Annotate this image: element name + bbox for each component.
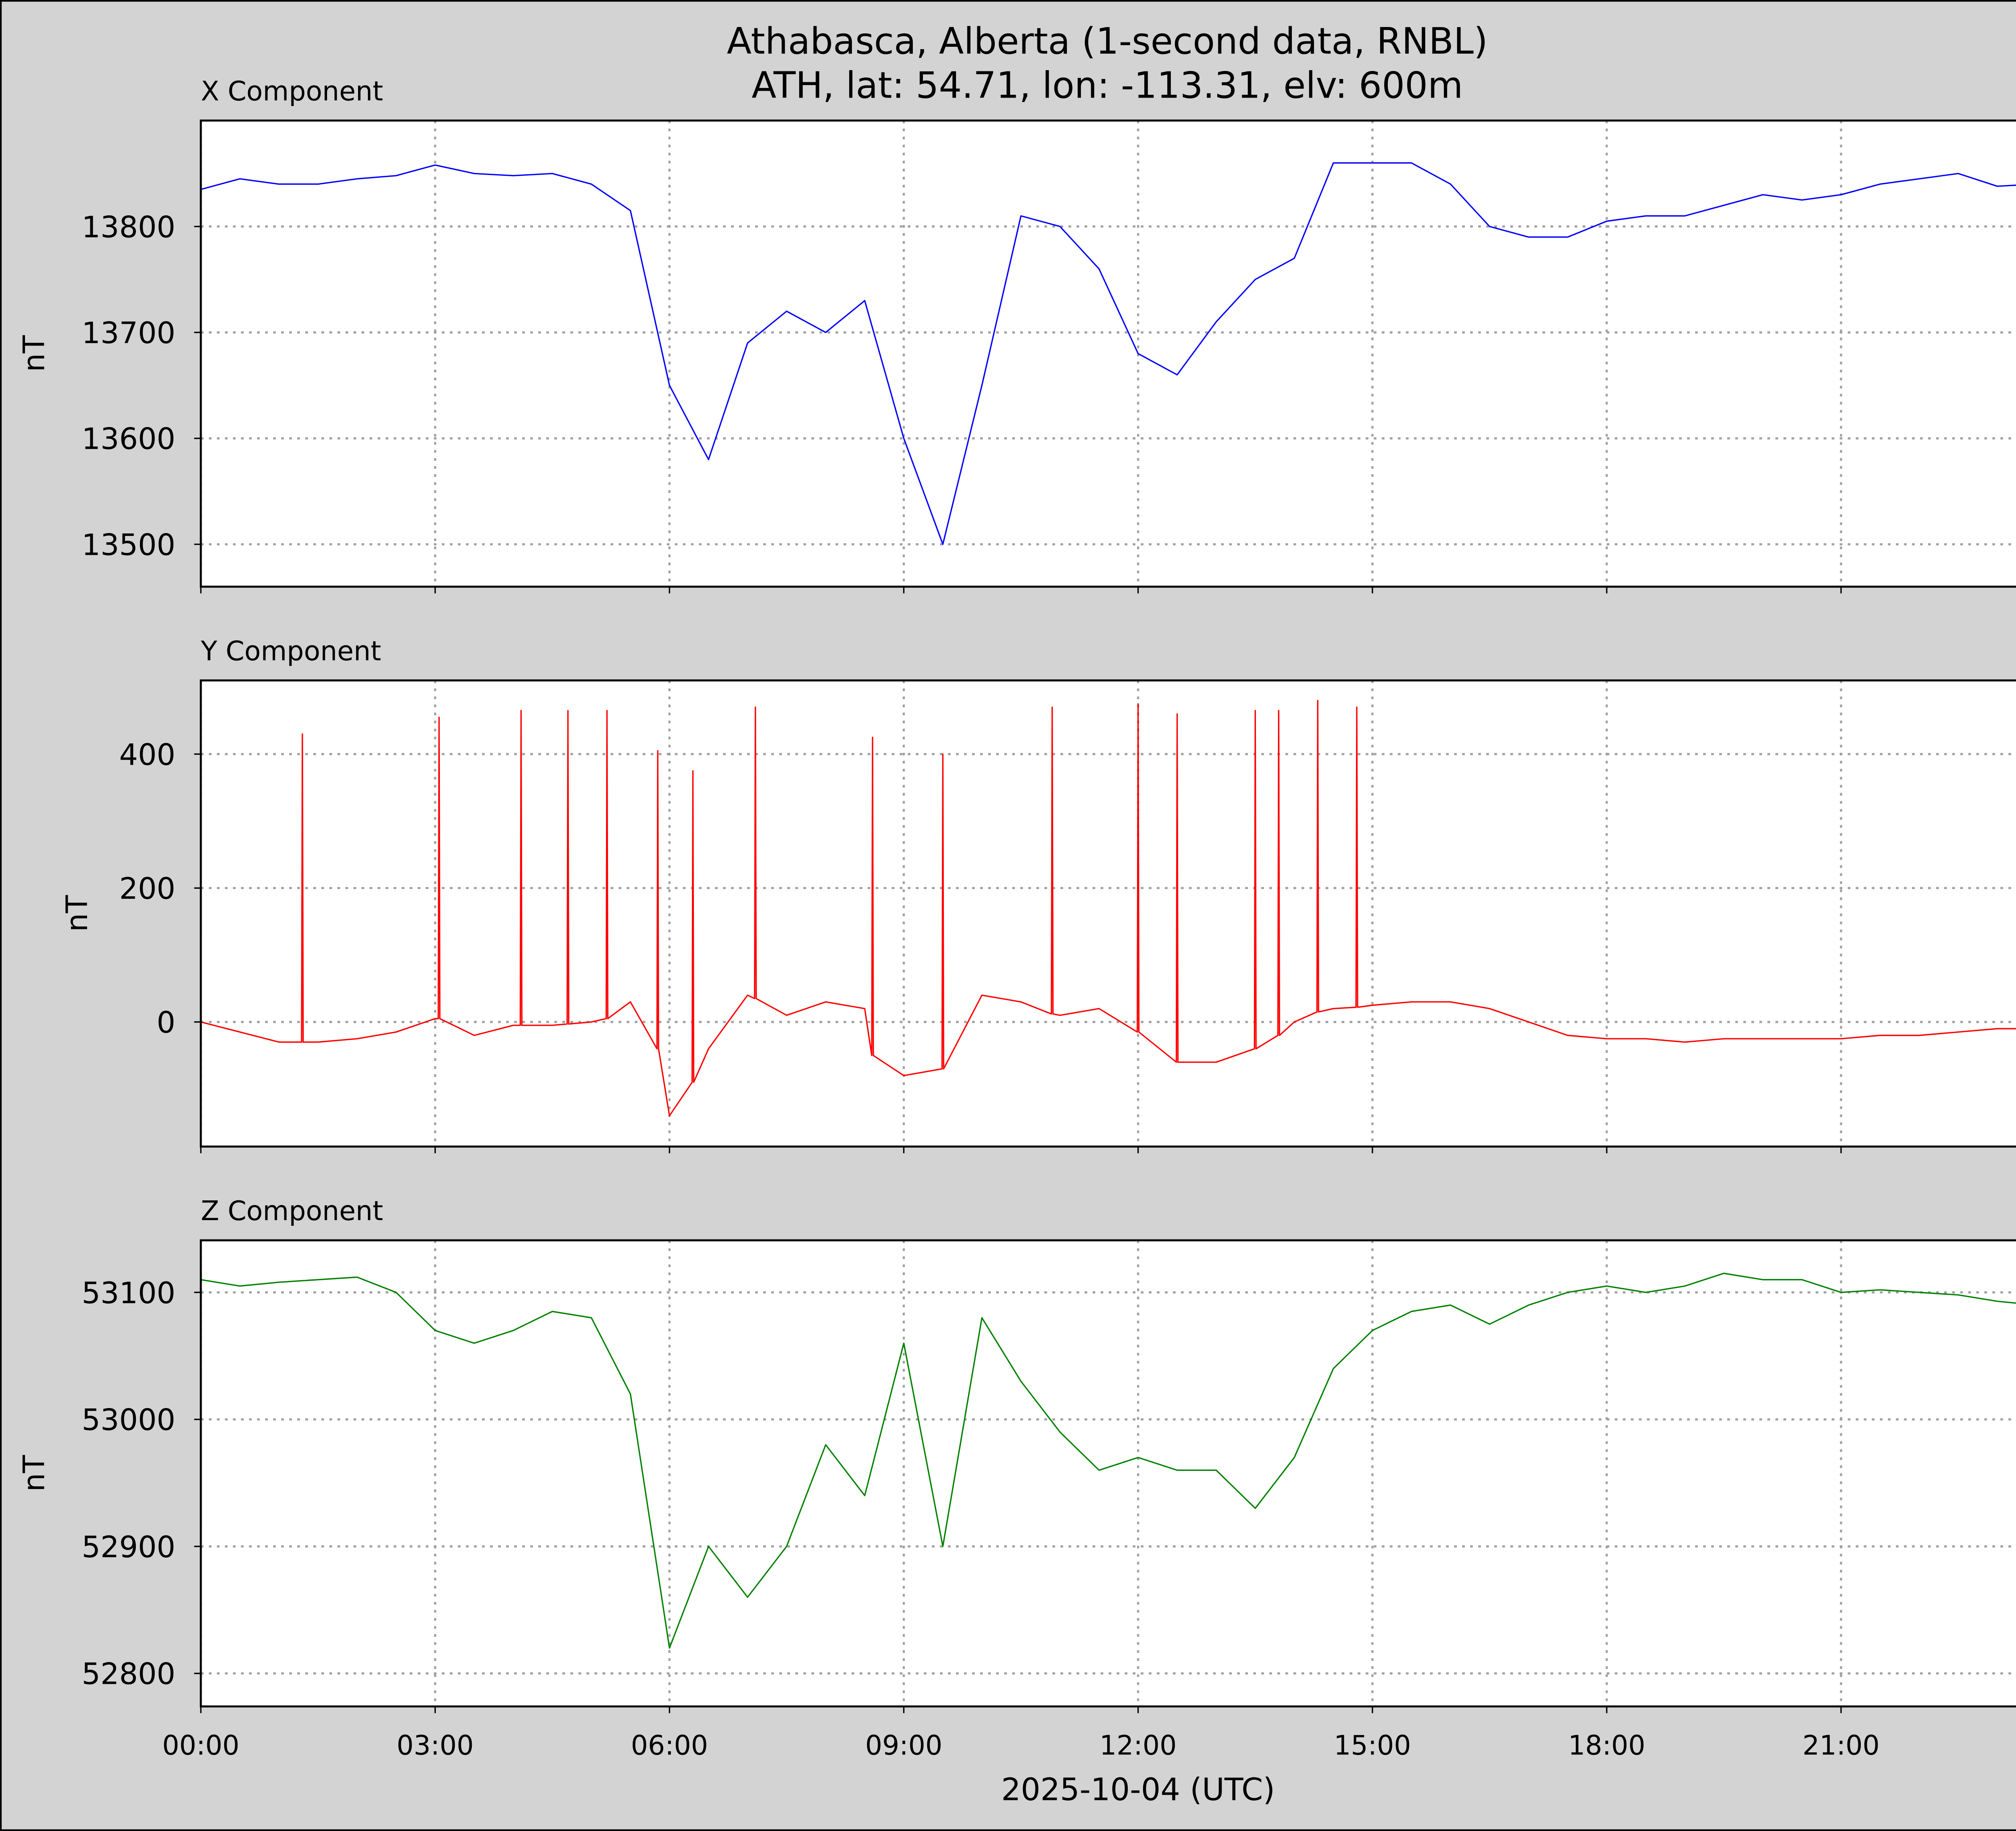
x-axis-label: 2025-10-04 (UTC) [1001, 1772, 1275, 1808]
figure-title: Athabasca, Alberta (1-second data, RNBL) [727, 21, 1488, 62]
y-tick-label: 53000 [82, 1403, 175, 1437]
x-tick-label: 15:00 [1334, 1730, 1411, 1761]
data-line [201, 700, 2016, 1117]
panel-title: Z Component [201, 1195, 383, 1227]
y-tick-label: 13700 [82, 316, 175, 350]
plot-frame [200, 1239, 2016, 1708]
panel-title: X Component [201, 75, 383, 107]
plot-area [201, 1240, 2016, 1707]
plot-frame [200, 679, 2016, 1148]
y-tick-label: 13600 [82, 422, 175, 456]
y-tick-label: 0 [157, 1006, 175, 1040]
y-tick-label: 52800 [82, 1657, 175, 1691]
data-line [201, 1273, 2016, 1649]
y-axis-label: nT [17, 335, 52, 372]
x-tick-label: 18:00 [1568, 1730, 1645, 1761]
x-tick-label: 03:00 [397, 1730, 474, 1761]
panel-title: Y Component [200, 635, 381, 667]
y-axis-label: nT [17, 1455, 52, 1491]
y-tick-label: 400 [119, 738, 175, 772]
figure-subtitle: ATH, lat: 54.71, lon: -113.31, elv: 600m [752, 65, 1463, 106]
plot-area [201, 120, 2016, 587]
y-axis-label: nT [60, 895, 94, 932]
x-tick-label: 00:00 [162, 1730, 239, 1761]
y-tick-label: 200 [119, 872, 175, 906]
x-tick-label: 12:00 [1100, 1730, 1177, 1761]
y-tick-label: 53100 [82, 1276, 175, 1310]
x-tick-label: 06:00 [631, 1730, 708, 1761]
plot-frame [200, 119, 2016, 588]
y-tick-label: 13800 [82, 210, 175, 244]
data-line [201, 162, 2016, 545]
plot-area [201, 680, 2016, 1147]
y-tick-label: 52900 [82, 1530, 175, 1564]
x-tick-label: 09:00 [865, 1730, 942, 1761]
x-tick-label: 21:00 [1802, 1730, 1879, 1761]
y-tick-label: 13500 [82, 528, 175, 562]
